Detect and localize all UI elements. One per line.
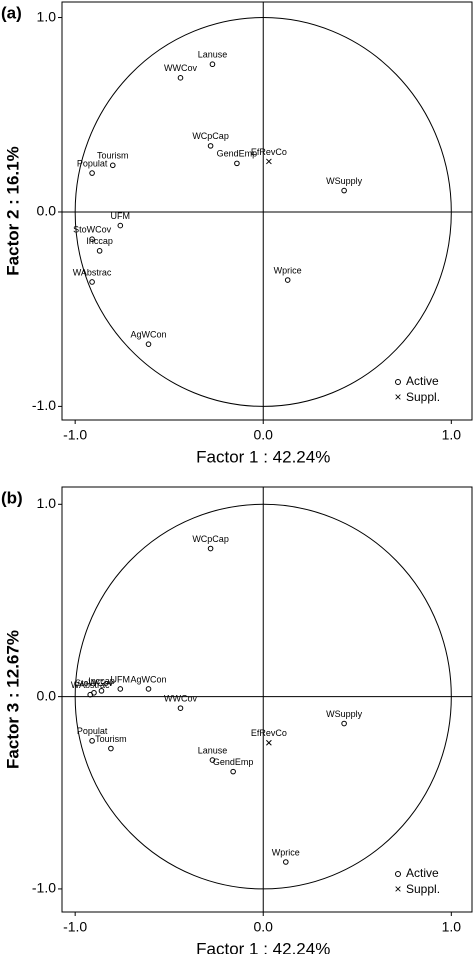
point-active (109, 162, 116, 169)
point-active (341, 187, 347, 194)
point-label: StoWCov (75, 678, 114, 688)
point-label: WSupply (326, 176, 363, 186)
point-label: AgWCon (131, 674, 167, 684)
x-tick-label: -1.0 (63, 919, 87, 935)
point-active (89, 738, 95, 744)
point-active (145, 341, 152, 347)
point-label: Tourism (97, 151, 129, 161)
point-label: WWCov (164, 63, 197, 73)
point-label: UFM (111, 211, 131, 221)
point-label: WAbstrac (73, 267, 112, 277)
point-label: EfRevCo (251, 728, 287, 738)
legend-marker (395, 871, 401, 877)
y-axis-title: Factor 2 : 16.1% (3, 146, 22, 275)
x-tick-label: 1.0 (442, 919, 462, 935)
point-label: Lanuse (198, 745, 228, 755)
point-active (96, 248, 103, 254)
x-tick-label: 1.0 (442, 427, 462, 443)
point-active (207, 143, 214, 149)
point-label: WAbstrac (71, 680, 110, 690)
x-tick-label: -1.0 (63, 427, 87, 443)
plot-frame (61, 486, 473, 913)
y-tick-label: 1.0 (37, 8, 57, 24)
point-active (341, 720, 347, 727)
point-label: Inccap (88, 676, 115, 686)
y-tick-label: 0.0 (37, 203, 57, 219)
point-label: Tourism (95, 734, 127, 744)
point-label: Wprice (272, 847, 300, 857)
panel-label: (a) (1, 3, 22, 22)
point-label: Populat (77, 726, 108, 736)
point-active (283, 859, 289, 865)
point-active (177, 75, 184, 81)
point-label: Inccap (86, 236, 113, 246)
point-label: WCpCap (192, 534, 229, 544)
point-label: Wprice (274, 265, 302, 275)
point-label: StoWCov (73, 225, 112, 235)
point-label: WWCov (164, 694, 197, 704)
point-suppl (266, 158, 272, 165)
x-tick-label: 0.0 (254, 427, 274, 443)
point-active (89, 170, 95, 176)
point-label: WSupply (326, 709, 363, 719)
point-suppl (266, 739, 272, 746)
point-label: WCpCap (192, 131, 229, 141)
point-active (230, 768, 236, 775)
x-tick-label: 0.0 (254, 919, 274, 935)
y-axis-title: Factor 3 : 12.67% (3, 630, 22, 769)
point-active (117, 686, 124, 692)
point-active (108, 745, 114, 752)
legend-label: Active (406, 866, 439, 880)
y-tick-label: 0.0 (37, 687, 57, 703)
legend-label: Active (406, 374, 439, 388)
point-active (87, 691, 94, 698)
point-active (209, 61, 216, 68)
point-active (98, 688, 105, 694)
point-active (145, 686, 152, 692)
point-label: GendEmp (217, 149, 258, 159)
point-active (89, 236, 95, 242)
x-stroke (266, 158, 272, 165)
point-label: Populat (77, 158, 108, 168)
point-label: Lanuse (198, 50, 228, 60)
x-axis-title: Factor 1 : 42.24% (196, 447, 330, 466)
legend-label: Suppl. (406, 882, 440, 896)
point-active (284, 277, 291, 283)
point-label: UFM (111, 674, 131, 684)
panel-label: (b) (1, 488, 23, 507)
legend-marker: × (394, 390, 401, 404)
point-active (117, 222, 124, 229)
legend-marker (395, 379, 401, 385)
plot-frame (61, 1, 473, 421)
x-axis-title: Factor 1 : 42.24% (196, 939, 330, 954)
y-tick-label: -1.0 (32, 880, 56, 896)
legend-marker: × (394, 882, 401, 896)
point-active (209, 757, 216, 763)
y-tick-label: 1.0 (37, 495, 57, 511)
point-active (207, 545, 214, 552)
point-active (177, 705, 184, 711)
y-tick-label: -1.0 (32, 397, 56, 413)
point-label: AgWCon (131, 330, 167, 340)
point-label: EfRevCo (251, 147, 287, 157)
legend-label: Suppl. (406, 390, 440, 404)
point-active (234, 160, 240, 167)
point-label: GendEmp (213, 757, 254, 767)
point-active (89, 279, 95, 285)
x-stroke (266, 739, 272, 746)
